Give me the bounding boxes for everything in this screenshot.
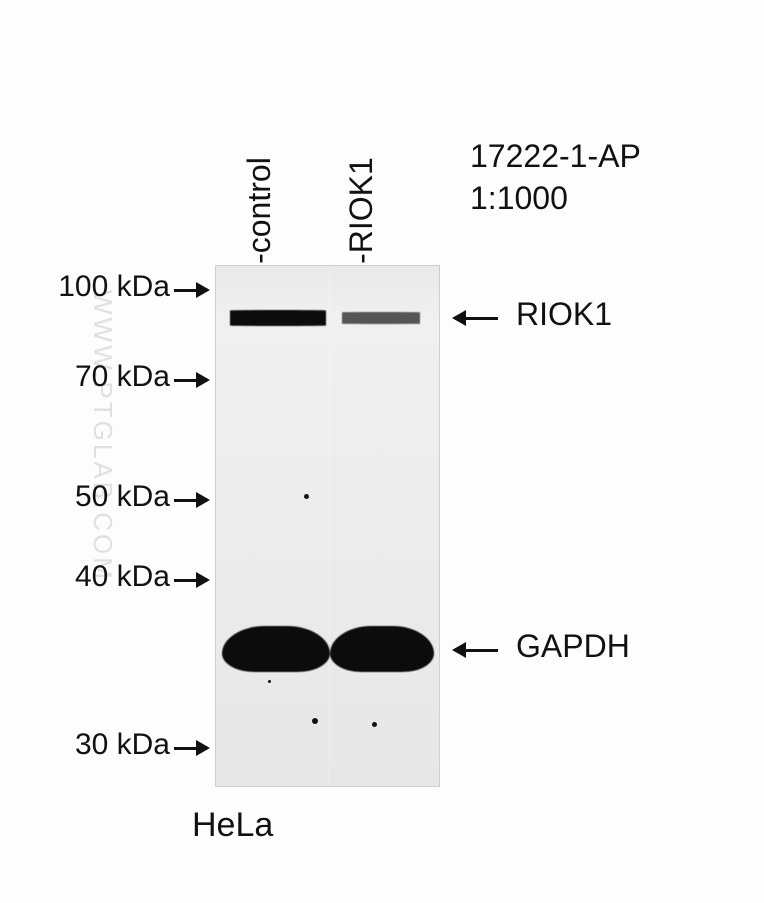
mw-arrow-icon [174,370,210,390]
mw-label-50: 50 kDa [0,482,170,512]
band-riok1-lane1 [230,310,326,326]
blot-speck [268,680,271,683]
antibody-dilution: 1:1000 [470,182,568,214]
blot-speck [312,718,318,724]
mw-label-100: 100 kDa [0,272,170,302]
watermark-text: WWW.PTGLAB.COM [87,290,118,582]
mw-label-40: 40 kDa [0,562,170,592]
mw-label-30: 30 kDa [0,730,170,760]
mw-arrow-icon [174,490,210,510]
antibody-catalog: 17222-1-AP [470,140,641,172]
mw-label-70: 70 kDa [0,362,170,392]
blot-speck [304,494,309,499]
band-gapdh-lane2 [330,626,434,672]
band-label-riok1: RIOK1 [516,298,612,330]
band-arrow-icon [452,308,498,328]
cell-line-label: HeLa [192,808,273,842]
blot-membrane [215,265,440,787]
western-blot-figure: si-control si-RIOK1 17222-1-AP 1:1000 WW… [0,0,764,903]
blot-speck [372,722,377,727]
mw-arrow-icon [174,280,210,300]
mw-arrow-icon [174,738,210,758]
mw-arrow-icon [174,570,210,590]
band-arrow-icon [452,640,498,660]
band-riok1-lane2 [342,312,420,324]
band-label-gapdh: GAPDH [516,630,630,662]
band-gapdh-lane1 [222,626,330,672]
